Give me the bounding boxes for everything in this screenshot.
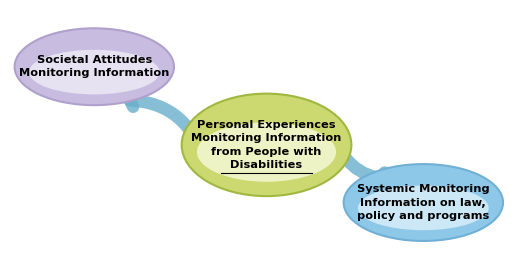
Ellipse shape <box>344 164 503 241</box>
Ellipse shape <box>358 186 489 230</box>
Text: Monitoring Information: Monitoring Information <box>191 133 342 143</box>
Text: Systemic Monitoring: Systemic Monitoring <box>357 184 490 194</box>
Ellipse shape <box>182 94 351 196</box>
Text: from People with: from People with <box>212 147 322 156</box>
Text: Disabilities: Disabilities <box>230 160 302 170</box>
Text: Monitoring Information: Monitoring Information <box>19 68 170 78</box>
Ellipse shape <box>197 122 336 182</box>
Ellipse shape <box>29 50 160 94</box>
Ellipse shape <box>15 28 174 105</box>
Text: Information on law,: Information on law, <box>361 198 486 207</box>
Text: Personal Experiences: Personal Experiences <box>197 120 336 130</box>
Text: Societal Attitudes: Societal Attitudes <box>37 55 152 65</box>
Text: policy and programs: policy and programs <box>357 211 489 221</box>
